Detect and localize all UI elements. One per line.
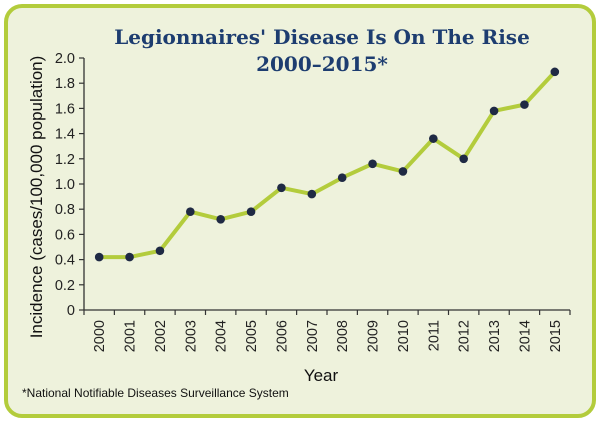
y-tick-label: 0.8 <box>55 202 75 218</box>
x-tick-label: 2009 <box>366 320 382 352</box>
data-point <box>246 207 256 217</box>
chart-title-line2: 2000–2015* <box>256 52 388 76</box>
y-axis-title: Incidence (cases/100,000 population) <box>27 56 46 339</box>
data-point <box>368 159 377 169</box>
chart-title-line1: Legionnaires' Disease Is On The Rise <box>114 25 530 49</box>
data-point <box>277 183 286 193</box>
data-point <box>459 154 468 164</box>
plot-area: 0 0.2 0.4 0.6 0.8 1.0 1.2 1.4 1.6 1.8 2.0 2000 2001 2… <box>55 51 571 352</box>
x-tick-label: 2004 <box>214 320 230 352</box>
y-tick-label: 1.4 <box>55 127 75 143</box>
y-tick-label: 0.4 <box>55 253 75 269</box>
x-tick-label: 2011 <box>426 320 442 351</box>
y-tick-label: 1.8 <box>55 76 75 92</box>
x-tick-label: 2001 <box>123 320 139 352</box>
x-tick-label: 2008 <box>335 320 351 352</box>
x-axis-title: Year <box>304 366 339 385</box>
x-tick-label: 2015 <box>548 320 564 352</box>
chart-panel <box>4 4 596 418</box>
data-point <box>94 252 104 262</box>
x-tick-label: 2013 <box>487 320 503 352</box>
y-tick-label: 2.0 <box>55 51 75 67</box>
x-tick-label: 2007 <box>305 320 321 352</box>
x-tick-label: 2006 <box>274 320 290 352</box>
data-point <box>398 167 408 176</box>
y-tick-label: 1.2 <box>55 152 75 168</box>
x-tick-label: 2014 <box>517 320 533 352</box>
y-tick-label: 0.2 <box>55 278 75 294</box>
data-point <box>186 207 195 217</box>
y-tick-label: 0 <box>67 303 75 319</box>
series-line <box>97 69 557 260</box>
x-tick-label: 2005 <box>244 320 260 352</box>
data-point <box>489 106 499 116</box>
data-point <box>216 214 225 224</box>
x-tick-label: 2000 <box>92 320 108 352</box>
data-point <box>337 173 347 182</box>
y-tick-label: 0.6 <box>55 227 75 243</box>
y-tick-label: 1.0 <box>55 177 75 193</box>
x-tick-label: 2012 <box>457 320 473 352</box>
x-tick-label: 2010 <box>396 320 412 352</box>
y-tick-label: 1.6 <box>55 101 75 117</box>
data-point <box>307 189 317 199</box>
data-point <box>125 252 134 262</box>
data-point <box>155 246 165 256</box>
data-point <box>550 67 560 77</box>
x-tick-label: 2002 <box>153 320 169 352</box>
footnote: *National Notifiable Diseases Surveillan… <box>22 386 289 400</box>
data-point <box>429 134 438 143</box>
data-point <box>520 100 529 109</box>
x-tick-label: 2003 <box>183 320 199 352</box>
